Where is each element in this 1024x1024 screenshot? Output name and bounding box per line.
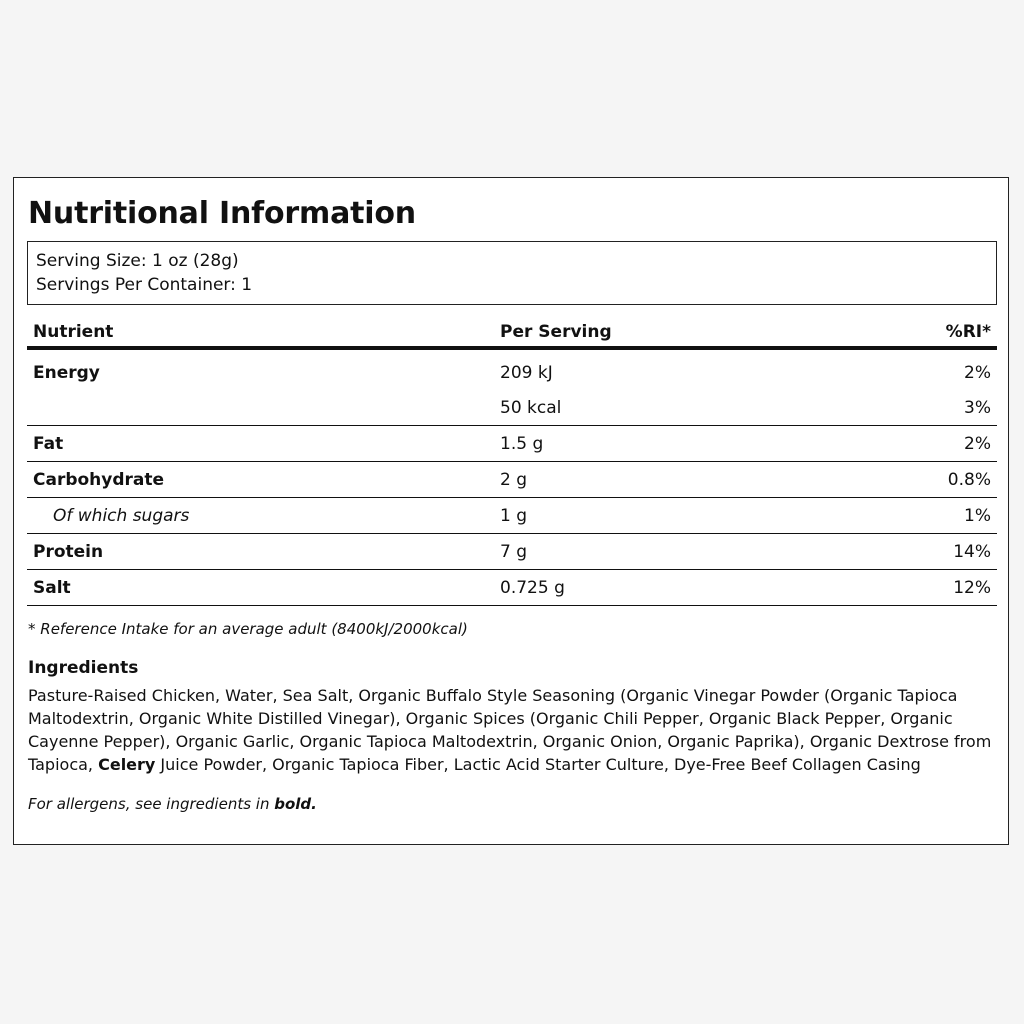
table-row-salt: Salt 0.725 g 12% <box>27 570 997 606</box>
per-serving-value: 2 g <box>500 469 528 490</box>
reference-intake-footnote: * Reference Intake for an average adult … <box>28 620 468 638</box>
ri-value: 2% <box>964 363 991 383</box>
ri-value: 2% <box>964 433 991 454</box>
table-row-protein: Protein 7 g 14% <box>27 534 997 570</box>
table-row-carbohydrate: Carbohydrate 2 g 0.8% <box>27 462 997 498</box>
ingredients-text-part1: Pasture-Raised Chicken, Water, Sea Salt,… <box>28 686 992 774</box>
header-per-serving: Per Serving <box>500 322 612 342</box>
ingredients-text-part2: Juice Powder, Organic Tapioca Fiber, Lac… <box>155 755 921 774</box>
per-serving-value: 1 g <box>500 505 528 526</box>
per-serving-value: 1.5 g <box>500 433 544 454</box>
header-nutrient: Nutrient <box>33 322 114 342</box>
per-serving-value: 0.725 g <box>500 577 565 598</box>
nutrition-table: Nutrient Per Serving %RI* Energy 209 kJ … <box>27 318 997 606</box>
servings-per-container: Servings Per Container: 1 <box>36 275 253 295</box>
ri-value: 12% <box>953 577 991 598</box>
table-row-fat: Fat 1.5 g 2% <box>27 426 997 462</box>
allergen-note-prefix: For allergens, see ingredients in <box>28 795 275 813</box>
per-serving-value: 209 kJ <box>500 363 553 383</box>
ri-value: 14% <box>953 541 991 562</box>
ri-value: 1% <box>964 505 991 526</box>
nutrient-name: Of which sugars <box>53 505 190 526</box>
nutrient-name: Protein <box>33 541 104 562</box>
header-ri: %RI* <box>945 322 991 342</box>
ri-value: 3% <box>964 397 991 418</box>
ingredients-heading: Ingredients <box>28 658 139 678</box>
ri-value: 0.8% <box>947 469 991 490</box>
table-row-energy-kcal: 50 kcal 3% <box>27 390 997 426</box>
nutrient-name: Salt <box>33 577 71 598</box>
nutrient-name: Carbohydrate <box>33 469 165 490</box>
allergen-ingredient: Celery <box>98 755 156 774</box>
label-title: Nutritional Information <box>28 196 416 231</box>
table-header-row: Nutrient Per Serving %RI* <box>27 318 997 350</box>
nutrient-name: Energy <box>33 363 100 383</box>
serving-size: Serving Size: 1 oz (28g) <box>36 251 239 271</box>
nutrient-name: Fat <box>33 433 64 454</box>
per-serving-value: 7 g <box>500 541 528 562</box>
per-serving-value: 50 kcal <box>500 397 562 418</box>
table-row-energy-kj: Energy 209 kJ 2% <box>27 350 997 390</box>
ingredients-list: Pasture-Raised Chicken, Water, Sea Salt,… <box>28 684 994 776</box>
nutrition-label: Nutritional Information Serving Size: 1 … <box>13 177 1009 845</box>
allergen-note-bold: bold. <box>274 795 317 813</box>
serving-info-box: Serving Size: 1 oz (28g) Servings Per Co… <box>27 241 997 305</box>
allergen-note: For allergens, see ingredients in bold. <box>28 795 317 813</box>
table-row-sugars: Of which sugars 1 g 1% <box>27 498 997 534</box>
